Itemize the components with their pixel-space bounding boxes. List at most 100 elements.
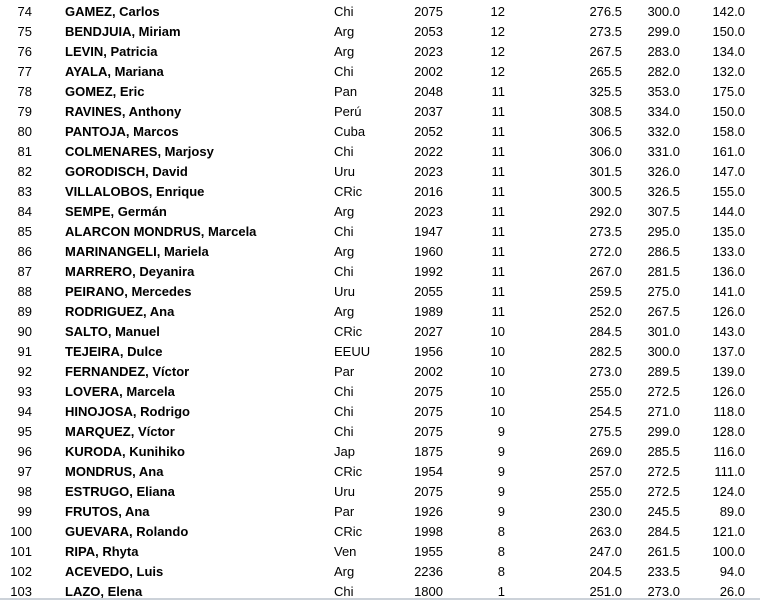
player-name-cell: SEMPE, Germán xyxy=(65,204,167,219)
country-cell: Par xyxy=(334,364,355,379)
tiebreak1-cell: 269.0 xyxy=(589,444,622,459)
points-cell: 8 xyxy=(497,524,505,539)
rank-cell: 97 xyxy=(17,464,32,479)
tiebreak3-cell: 111.0 xyxy=(714,464,745,479)
rank-cell: 91 xyxy=(17,344,32,359)
rating-cell: 2048 xyxy=(414,84,443,99)
points-cell: 9 xyxy=(497,464,505,479)
window-bottom-border xyxy=(0,598,760,600)
tiebreak1-cell: 263.0 xyxy=(589,524,622,539)
rating-cell: 2022 xyxy=(414,144,443,159)
player-name-cell: HINOJOSA, Rodrigo xyxy=(65,404,190,419)
table-row: 75 BENDJUIA, Miriam Arg 2053 12 273.5 29… xyxy=(0,22,760,42)
table-row: 78 GOMEZ, Eric Pan 2048 11 325.5 353.0 1… xyxy=(0,82,760,102)
tiebreak1-cell: 204.5 xyxy=(589,564,622,579)
country-cell: Chi xyxy=(334,384,354,399)
tiebreak1-cell: 275.5 xyxy=(589,424,622,439)
table-row: 80 PANTOJA, Marcos Cuba 2052 11 306.5 33… xyxy=(0,122,760,142)
tiebreak3-cell: 142.0 xyxy=(712,4,745,19)
points-cell: 11 xyxy=(491,164,506,179)
rank-cell: 77 xyxy=(17,64,32,79)
player-name-cell: ALARCON MONDRUS, Marcela xyxy=(65,224,257,239)
player-name-cell: GORODISCH, David xyxy=(65,164,188,179)
tiebreak1-cell: 267.5 xyxy=(589,44,622,59)
tiebreak3-cell: 150.0 xyxy=(712,104,745,119)
points-cell: 9 xyxy=(497,444,505,459)
tiebreak3-cell: 118.0 xyxy=(713,404,745,419)
tiebreak3-cell: 126.0 xyxy=(712,304,745,319)
player-name-cell: MARINANGELI, Mariela xyxy=(65,244,209,259)
country-cell: Arg xyxy=(334,44,355,59)
rank-cell: 85 xyxy=(17,224,32,239)
points-cell: 12 xyxy=(490,44,505,59)
country-cell: Uru xyxy=(334,484,355,499)
tiebreak1-cell: 254.5 xyxy=(589,404,622,419)
player-name-cell: COLMENARES, Marjosy xyxy=(65,144,214,159)
country-cell: Chi xyxy=(334,64,354,79)
table-row: 79 RAVINES, Anthony Perú 2037 11 308.5 3… xyxy=(0,102,760,122)
tiebreak3-cell: 143.0 xyxy=(712,324,745,339)
tiebreak3-cell: 139.0 xyxy=(712,364,745,379)
tiebreak2-cell: 261.5 xyxy=(647,544,680,559)
tiebreak1-cell: 308.5 xyxy=(589,104,622,119)
table-row: 84 SEMPE, Germán Arg 2023 11 292.0 307.5… xyxy=(0,202,760,222)
rating-cell: 2075 xyxy=(414,424,443,439)
table-row: 77 AYALA, Mariana Chi 2002 12 265.5 282.… xyxy=(0,62,760,82)
player-name-cell: LOVERA, Marcela xyxy=(65,384,175,399)
rank-cell: 101 xyxy=(10,544,32,559)
tiebreak3-cell: 161.0 xyxy=(712,144,745,159)
tiebreak1-cell: 292.0 xyxy=(589,204,622,219)
tiebreak3-cell: 133.0 xyxy=(712,244,745,259)
rank-cell: 90 xyxy=(17,324,32,339)
country-cell: Cuba xyxy=(334,124,366,139)
rank-cell: 82 xyxy=(17,164,32,179)
tiebreak1-cell: 301.5 xyxy=(589,164,622,179)
tiebreak2-cell: 282.0 xyxy=(647,64,680,79)
tiebreak3-cell: 124.0 xyxy=(712,484,745,499)
tiebreak2-cell: 283.0 xyxy=(647,44,680,59)
tiebreak3-cell: 94.0 xyxy=(719,564,745,579)
table-row: 100 GUEVARA, Rolando CRic 1998 8 263.0 2… xyxy=(0,522,760,542)
tiebreak3-cell: 126.0 xyxy=(712,384,745,399)
points-cell: 12 xyxy=(490,24,505,39)
country-cell: Chi xyxy=(334,584,354,599)
rank-cell: 87 xyxy=(17,264,32,279)
country-cell: Perú xyxy=(334,104,362,119)
rank-cell: 88 xyxy=(17,284,32,299)
rating-cell: 2023 xyxy=(414,164,443,179)
rating-cell: 1998 xyxy=(414,524,443,539)
tiebreak3-cell: 121.0 xyxy=(712,524,745,539)
player-name-cell: RIPA, Rhyta xyxy=(65,544,139,559)
tiebreak1-cell: 273.0 xyxy=(589,364,622,379)
country-cell: Chi xyxy=(334,404,354,419)
tiebreak3-cell: 135.0 xyxy=(712,224,745,239)
tiebreak3-cell: 141.0 xyxy=(712,284,745,299)
rank-cell: 102 xyxy=(10,564,32,579)
tiebreak3-cell: 155.0 xyxy=(712,184,745,199)
player-name-cell: BENDJUIA, Miriam xyxy=(65,24,181,39)
country-cell: Uru xyxy=(334,164,355,179)
table-row: 87 MARRERO, Deyanira Chi 1992 11 267.0 2… xyxy=(0,262,760,282)
country-cell: Par xyxy=(334,504,355,519)
player-name-cell: ESTRUGO, Eliana xyxy=(65,484,175,499)
rating-cell: 1926 xyxy=(414,504,443,519)
tiebreak2-cell: 289.5 xyxy=(647,364,680,379)
rating-cell: 2075 xyxy=(414,484,443,499)
tiebreak2-cell: 284.5 xyxy=(647,524,680,539)
table-row: 103 LAZO, Elena Chi 1800 1 251.0 273.0 2… xyxy=(0,582,760,602)
player-name-cell: PANTOJA, Marcos xyxy=(65,124,179,139)
rating-cell: 2053 xyxy=(414,24,443,39)
rank-cell: 92 xyxy=(17,364,32,379)
tiebreak2-cell: 299.0 xyxy=(647,24,680,39)
tiebreak1-cell: 306.0 xyxy=(589,144,622,159)
rank-cell: 80 xyxy=(17,124,32,139)
tiebreak1-cell: 251.0 xyxy=(589,584,622,599)
tiebreak2-cell: 272.5 xyxy=(647,384,680,399)
points-cell: 9 xyxy=(497,424,505,439)
tiebreak2-cell: 281.5 xyxy=(647,264,680,279)
tiebreak2-cell: 334.0 xyxy=(647,104,680,119)
points-cell: 1 xyxy=(497,584,505,599)
country-cell: Arg xyxy=(334,204,355,219)
table-row: 81 COLMENARES, Marjosy Chi 2022 11 306.0… xyxy=(0,142,760,162)
